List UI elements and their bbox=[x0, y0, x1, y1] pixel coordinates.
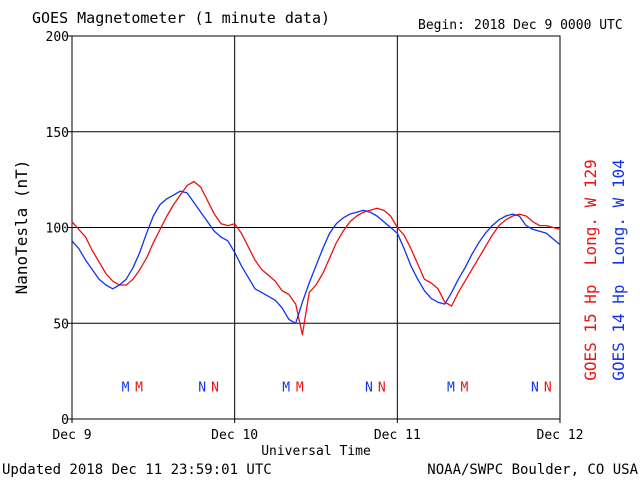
event-marker: M bbox=[135, 380, 143, 395]
x-tick-label: Dec 12 bbox=[537, 428, 584, 443]
series-layer bbox=[71, 180, 561, 336]
x-axis-label: Universal Time bbox=[261, 444, 371, 459]
x-tick-label: Dec 9 bbox=[52, 428, 91, 443]
y-tick-label: 150 bbox=[46, 126, 69, 141]
y-tick-label: 0 bbox=[61, 413, 69, 428]
event-marker: N bbox=[544, 380, 552, 395]
y-axis-ticks: 0 50 100 150 200 bbox=[46, 30, 72, 428]
y-tick-label: 200 bbox=[46, 30, 69, 45]
event-marker: M bbox=[122, 380, 130, 395]
begin-value: 2018 Dec 9 0000 UTC bbox=[474, 18, 623, 33]
event-marker: N bbox=[378, 380, 386, 395]
y-tick-label: 100 bbox=[46, 222, 69, 237]
event-marker: M bbox=[461, 380, 469, 395]
y-axis-label: NanoTesla (nT) bbox=[12, 160, 31, 295]
event-marker: M bbox=[296, 380, 304, 395]
event-marker: M bbox=[282, 380, 290, 395]
event-marker: N bbox=[531, 380, 539, 395]
x-tick-label: Dec 11 bbox=[374, 428, 421, 443]
updated-timestamp: Updated 2018 Dec 11 23:59:01 UTC bbox=[2, 462, 272, 478]
series-line-goes14 bbox=[71, 190, 561, 324]
chart-title: GOES Magnetometer (1 minute data) bbox=[32, 9, 330, 27]
legend-goes14: GOES 14 Hp Long. W 104 bbox=[609, 159, 628, 381]
event-marker: N bbox=[198, 380, 206, 395]
event-marker: N bbox=[365, 380, 373, 395]
begin-label: Begin: bbox=[418, 18, 465, 33]
series-line-goes15 bbox=[71, 180, 561, 336]
x-axis-ticks: Dec 9 Dec 10 Dec 11 Dec 12 bbox=[52, 419, 583, 443]
event-marker: M bbox=[447, 380, 455, 395]
legend-goes15: GOES 15 Hp Long. W 129 bbox=[581, 159, 600, 381]
y-tick-label: 50 bbox=[53, 317, 69, 332]
event-marker: N bbox=[211, 380, 219, 395]
credit-label: NOAA/SWPC Boulder, CO USA bbox=[427, 462, 638, 478]
x-tick-label: Dec 10 bbox=[211, 428, 258, 443]
